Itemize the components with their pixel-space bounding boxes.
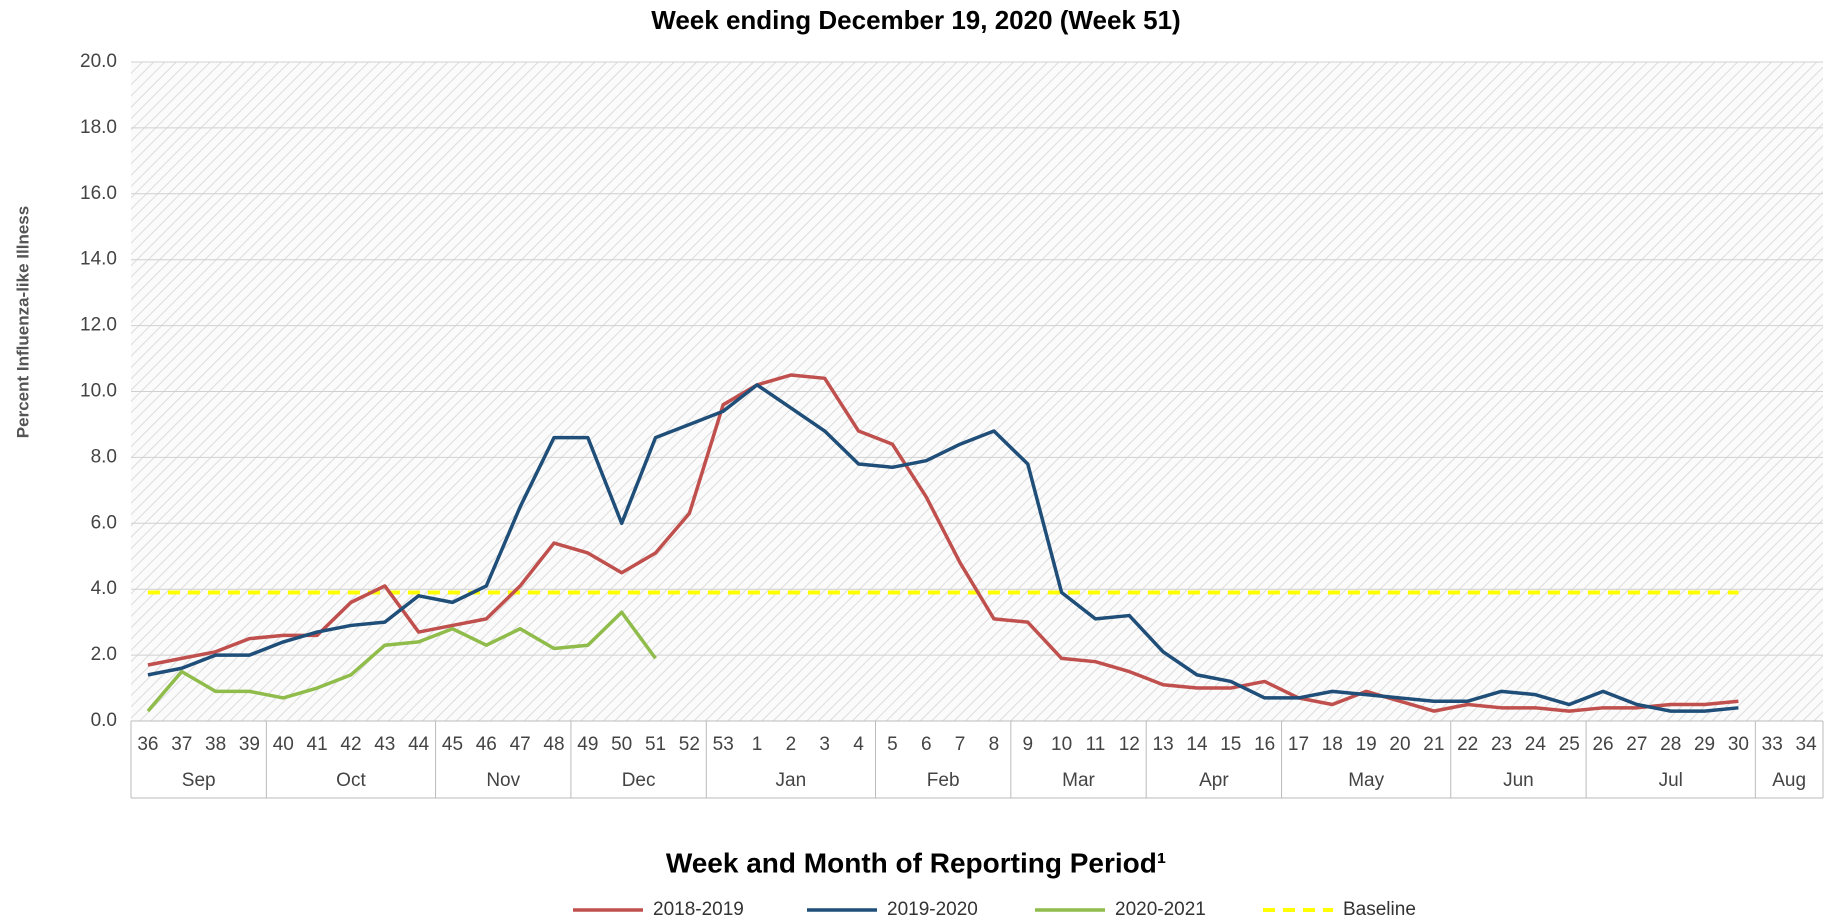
x-tick-label: 24	[1525, 734, 1547, 755]
x-tick-label: 22	[1457, 734, 1478, 755]
month-label: Feb	[927, 770, 960, 791]
y-tick-label: 16.0	[80, 183, 117, 204]
y-tick-label: 12.0	[80, 315, 117, 336]
x-tick-label: 41	[307, 734, 328, 755]
x-tick-label: 20	[1389, 734, 1410, 755]
x-tick-label: 12	[1119, 734, 1140, 755]
y-tick-label: 20.0	[80, 51, 117, 72]
x-tick-label: 43	[374, 734, 395, 755]
x-tick-label: 53	[713, 734, 734, 755]
legend-label: 2019-2020	[887, 899, 978, 920]
x-tick-label: 21	[1423, 734, 1444, 755]
series-line	[147, 373, 1739, 713]
legend-label: 2018-2019	[653, 899, 744, 920]
x-tick-label: 18	[1322, 734, 1343, 755]
x-tick-label: 51	[645, 734, 666, 755]
x-tick-label: 19	[1356, 734, 1377, 755]
x-tick-label: 45	[442, 734, 463, 755]
x-tick-label: 50	[611, 734, 632, 755]
x-tick-label: 5	[887, 734, 898, 755]
x-tick-label: 33	[1762, 734, 1783, 755]
x-tick-label: 3	[819, 734, 830, 755]
month-label: Sep	[182, 770, 216, 791]
y-tick-label: 2.0	[91, 644, 117, 665]
x-tick-label: 46	[476, 734, 497, 755]
x-tick-label: 11	[1086, 734, 1106, 755]
x-tick-label: 49	[577, 734, 598, 755]
x-tick-label: 8	[989, 734, 1000, 755]
month-label: May	[1348, 770, 1384, 791]
x-tick-label: 16	[1254, 734, 1275, 755]
y-tick-label: 14.0	[80, 249, 117, 270]
x-tick-label: 27	[1626, 734, 1647, 755]
x-tick-label: 10	[1051, 734, 1072, 755]
x-tick-label: 4	[853, 734, 864, 755]
chart-title: Week ending December 19, 2020 (Week 51)	[651, 5, 1180, 35]
x-tick-label: 40	[273, 734, 294, 755]
x-tick-label: 38	[205, 734, 226, 755]
x-tick-label: 42	[340, 734, 361, 755]
month-label: Aug	[1772, 770, 1806, 791]
x-tick-label: 25	[1559, 734, 1580, 755]
x-tick-label: 15	[1220, 734, 1241, 755]
x-tick-label: 9	[1022, 734, 1033, 755]
month-label: Jun	[1503, 770, 1534, 791]
month-label: Nov	[486, 770, 520, 791]
x-tick-label: 29	[1694, 734, 1715, 755]
month-label: Jul	[1659, 770, 1683, 791]
y-tick-label: 10.0	[80, 381, 117, 402]
y-tick-label: 8.0	[91, 446, 117, 467]
x-tick-label: 36	[137, 734, 158, 755]
y-tick-label: 18.0	[80, 117, 117, 138]
y-tick-label: 0.0	[91, 710, 117, 731]
legend-label: 2020-2021	[1115, 899, 1206, 920]
x-tick-label: 6	[921, 734, 932, 755]
x-tick-label: 44	[408, 734, 430, 755]
x-tick-label: 37	[171, 734, 192, 755]
month-label: Jan	[776, 770, 807, 791]
x-tick-label: 26	[1592, 734, 1613, 755]
x-tick-label: 7	[955, 734, 966, 755]
month-label: Dec	[622, 770, 656, 791]
x-axis-title: Week and Month of Reporting Period¹	[666, 847, 1166, 878]
x-tick-label: 13	[1153, 734, 1174, 755]
x-tick-label: 28	[1660, 734, 1681, 755]
x-tick-label: 48	[543, 734, 564, 755]
x-tick-label: 34	[1796, 734, 1818, 755]
x-tick-label: 17	[1288, 734, 1309, 755]
x-tick-label: 47	[510, 734, 531, 755]
y-tick-label: 4.0	[91, 578, 117, 599]
y-tick-label: 6.0	[91, 512, 117, 533]
x-tick-label: 14	[1186, 734, 1208, 755]
y-axis-title: Percent Influenza-like Illness	[13, 206, 32, 438]
x-tick-label: 30	[1728, 734, 1749, 755]
month-label: Apr	[1199, 770, 1229, 791]
month-label: Oct	[336, 770, 366, 791]
x-tick-label: 23	[1491, 734, 1512, 755]
series-line	[146, 610, 657, 713]
legend-label: Baseline	[1343, 899, 1416, 920]
x-tick-label: 52	[679, 734, 700, 755]
series-line	[147, 383, 1739, 713]
x-tick-label: 1	[752, 734, 763, 755]
x-tick-label: 39	[239, 734, 260, 755]
month-label: Mar	[1062, 770, 1095, 791]
x-tick-label: 2	[786, 734, 797, 755]
